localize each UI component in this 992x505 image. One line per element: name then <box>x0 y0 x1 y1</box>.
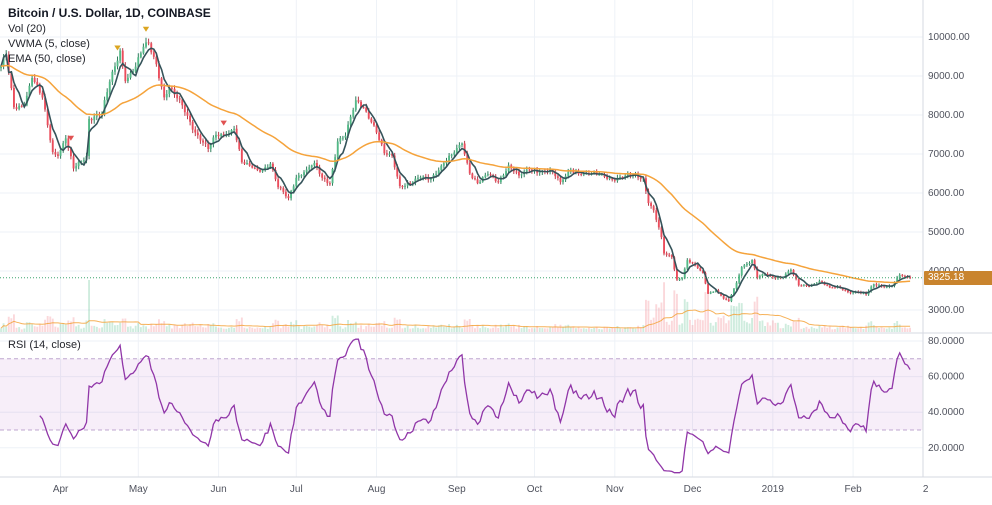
rsi-band <box>0 358 923 431</box>
svg-text:10000.00: 10000.00 <box>928 32 970 43</box>
svg-text:May: May <box>129 484 148 495</box>
candles <box>0 37 912 303</box>
svg-text:40.0000: 40.0000 <box>928 407 965 418</box>
svg-text:2: 2 <box>923 484 929 495</box>
legend-main: Bitcoin / U.S. Dollar, 1D, COINBASE Vol … <box>8 6 211 65</box>
svg-text:80.0000: 80.0000 <box>928 336 965 347</box>
svg-text:Sep: Sep <box>448 484 466 495</box>
last-price-badge[interactable]: 3825.18 <box>924 271 992 285</box>
svg-text:Jul: Jul <box>290 484 303 495</box>
volume-ma-line <box>0 309 911 329</box>
volume-bars <box>0 280 912 332</box>
rsi-line <box>39 338 911 474</box>
svg-text:2019: 2019 <box>762 484 785 495</box>
svg-text:Aug: Aug <box>368 484 386 495</box>
legend-volume[interactable]: Vol (20) <box>8 23 46 35</box>
svg-text:3000.00: 3000.00 <box>928 305 965 316</box>
legend-rsi-label[interactable]: RSI (14, close) <box>8 339 81 351</box>
svg-text:9000.00: 9000.00 <box>928 71 965 82</box>
pattern-markers <box>67 26 227 141</box>
svg-text:Oct: Oct <box>527 484 543 495</box>
grid <box>0 0 923 477</box>
svg-text:Jun: Jun <box>211 484 227 495</box>
svg-text:7000.00: 7000.00 <box>928 149 965 160</box>
svg-text:5000.00: 5000.00 <box>928 227 965 238</box>
pane-separators[interactable] <box>0 0 992 478</box>
legend-ema[interactable]: EMA (50, close) <box>8 53 86 65</box>
svg-text:Dec: Dec <box>684 484 702 495</box>
svg-text:6000.00: 6000.00 <box>928 188 965 199</box>
svg-text:Nov: Nov <box>606 484 624 495</box>
time-axis-labels[interactable]: Apr May Jun Jul Aug Sep Oct Nov Dec 2019 Feb 2 <box>53 484 929 495</box>
svg-text:20.0000: 20.0000 <box>928 443 965 454</box>
symbol-title[interactable]: Bitcoin / U.S. Dollar, 1D, COINBASE <box>8 6 211 20</box>
vwma-line <box>0 47 911 299</box>
ema-line <box>0 64 911 284</box>
legend-rsi: RSI (14, close) <box>8 336 81 351</box>
svg-text:Feb: Feb <box>844 484 862 495</box>
svg-text:Apr: Apr <box>53 484 69 495</box>
svg-text:60.0000: 60.0000 <box>928 372 965 383</box>
svg-text:8000.00: 8000.00 <box>928 110 965 121</box>
legend-vwma[interactable]: VWMA (5, close) <box>8 38 90 50</box>
price-axis-labels[interactable]: 10000.00 9000.00 8000.00 7000.00 6000.00 5000… <box>928 32 970 454</box>
